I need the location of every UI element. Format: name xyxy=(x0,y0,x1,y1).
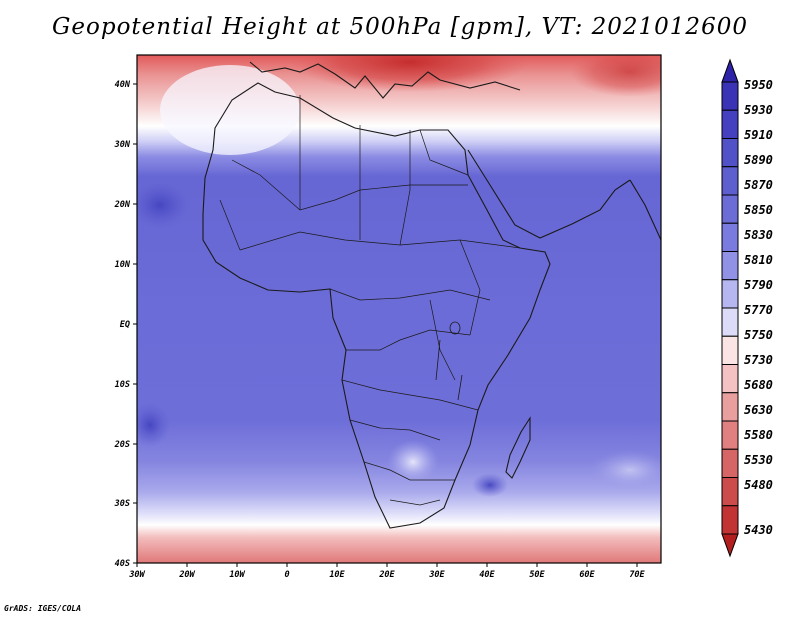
colorbar-box xyxy=(721,448,739,478)
field-low-iran xyxy=(570,55,661,97)
colorbar-box xyxy=(721,307,739,337)
lon-label: 10E xyxy=(329,570,345,580)
colorbar-box xyxy=(721,364,739,394)
colorbar-box xyxy=(721,251,739,281)
colorbar-box xyxy=(721,194,739,224)
country-borders xyxy=(219,95,521,506)
longitude-ticks xyxy=(136,563,638,567)
colorbar-label: 5790 xyxy=(744,278,773,292)
lat-label: EQ xyxy=(120,320,130,330)
colorbar-label: 5850 xyxy=(744,203,773,217)
field-low-mediterranean xyxy=(290,55,530,92)
colorbar-box xyxy=(721,477,739,507)
lon-label: 30E xyxy=(428,570,445,580)
lon-label: 70E xyxy=(629,570,645,580)
longitude-labels: 30W 20W 10W 0 10E 20E 30E 40E 50E 60E 70… xyxy=(128,570,645,580)
field-high-madagascar xyxy=(472,473,508,497)
colorbar-box xyxy=(721,109,739,139)
field-high-west-africa xyxy=(137,181,190,229)
colorbar-label: 5580 xyxy=(744,428,773,442)
colorbar-box xyxy=(721,505,739,535)
lat-label: 10S xyxy=(115,380,130,390)
colorbar-box xyxy=(721,279,739,309)
colorbar-label: 5890 xyxy=(744,153,773,167)
colorbar-box xyxy=(721,138,739,168)
lat-label: 10N xyxy=(115,260,131,270)
colorbar-box xyxy=(721,335,739,365)
lat-label: 20S xyxy=(114,440,130,450)
lat-label: 40S xyxy=(115,559,130,569)
lon-label: 0 xyxy=(284,570,289,580)
arabia-coastline xyxy=(467,149,631,239)
lat-label: 40N xyxy=(115,80,131,90)
lon-label: 50E xyxy=(529,570,545,580)
colorbar-box xyxy=(721,222,739,252)
colorbar-label: 5950 xyxy=(744,78,773,92)
colorbar-label: 5430 xyxy=(744,523,773,537)
colorbar-label: 5750 xyxy=(744,328,773,342)
lat-label: 20N xyxy=(114,200,131,210)
colorbar-box xyxy=(721,81,739,111)
chart-title: Geopotential Height at 500hPa [gpm], VT:… xyxy=(52,14,748,40)
colorbar-boxes xyxy=(721,81,739,535)
india-coastline xyxy=(629,179,661,241)
map-frame xyxy=(136,54,662,564)
lat-label: 30N xyxy=(114,140,131,150)
field-low-kalahari xyxy=(387,440,439,484)
field-ridge-nw xyxy=(160,65,300,155)
colorbar-top-arrow xyxy=(721,58,739,83)
colorbar-box xyxy=(721,166,739,196)
latitude-ticks xyxy=(133,83,137,564)
colorbar-label: 5680 xyxy=(744,378,773,392)
lon-label: 30W xyxy=(128,570,145,580)
lon-label: 20W xyxy=(178,570,195,580)
colorbar-bottom-arrow xyxy=(721,533,739,558)
lon-label: 40E xyxy=(479,570,495,580)
colorbar-box xyxy=(721,420,739,450)
colorbar-label: 5930 xyxy=(744,103,773,117)
colorbar-label: 5770 xyxy=(744,303,773,317)
lat-label: 30S xyxy=(114,499,130,509)
lon-label: 60E xyxy=(579,570,595,580)
colorbar-label: 5730 xyxy=(744,353,773,367)
europe-coastline xyxy=(249,61,521,99)
grads-credit: GrADS: IGES/COLA xyxy=(4,604,82,613)
latitude-labels: 40N 30N 20N 10N EQ 10S 20S 30S 40S xyxy=(114,80,131,569)
colorbar-box xyxy=(721,392,739,422)
colorbar: 5950 5930 5910 5890 5870 5850 5830 5810 … xyxy=(721,58,773,558)
field-high-atlantic xyxy=(137,403,170,447)
lon-label: 20E xyxy=(378,570,395,580)
lakes xyxy=(435,321,463,401)
map-panel xyxy=(137,55,661,563)
lon-label: 10W xyxy=(229,570,245,580)
colorbar-label: 5910 xyxy=(744,128,773,142)
colorbar-label: 5630 xyxy=(744,403,773,417)
colorbar-label: 5480 xyxy=(744,478,773,492)
colorbar-label: 5830 xyxy=(744,228,773,242)
colorbar-label: 5530 xyxy=(744,453,773,467)
colorbar-label: 5870 xyxy=(744,178,773,192)
colorbar-label: 5810 xyxy=(744,253,773,267)
madagascar-coastline xyxy=(505,416,531,479)
field-pale-indian-ocean xyxy=(590,450,661,490)
